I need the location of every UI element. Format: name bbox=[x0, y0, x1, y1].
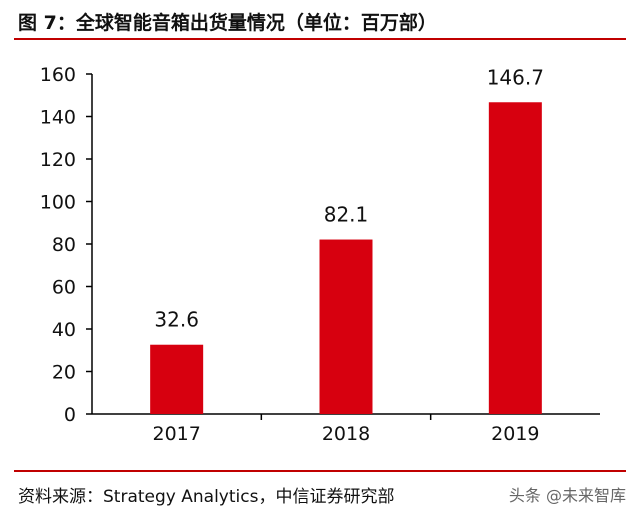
source-note: 资料来源：Strategy Analytics，中信证券研究部 bbox=[18, 487, 395, 507]
x-tick-label: 2017 bbox=[152, 423, 200, 445]
y-tick-label: 80 bbox=[52, 234, 76, 256]
y-tick-label: 160 bbox=[40, 64, 76, 86]
bar bbox=[319, 239, 373, 414]
bar-data-label: 146.7 bbox=[487, 65, 544, 89]
bar-data-label: 82.1 bbox=[324, 203, 369, 227]
bar bbox=[150, 344, 204, 414]
top-rule bbox=[14, 38, 626, 40]
figure-title: 图 7：全球智能音箱出货量情况（单位：百万部） bbox=[18, 12, 437, 34]
y-tick-label: 100 bbox=[40, 192, 76, 214]
y-tick-label: 140 bbox=[40, 107, 76, 129]
x-tick-label: 2019 bbox=[491, 423, 539, 445]
bottom-rule bbox=[14, 470, 626, 472]
watermark-text: 头条 @未来智库 bbox=[508, 486, 626, 505]
x-tick-label: 2018 bbox=[322, 423, 370, 445]
y-tick-label: 20 bbox=[52, 362, 76, 384]
bar bbox=[488, 102, 542, 414]
y-tick-label: 40 bbox=[52, 319, 76, 341]
bar-chart: 0 20 40 60 80 100 120 140 160 32.6 2017 82.1 2018 146… bbox=[40, 64, 600, 445]
y-tick-label: 0 bbox=[64, 404, 76, 426]
bar-data-label: 32.6 bbox=[154, 308, 199, 332]
y-tick-label: 120 bbox=[40, 149, 76, 171]
y-tick-label: 60 bbox=[52, 277, 76, 299]
